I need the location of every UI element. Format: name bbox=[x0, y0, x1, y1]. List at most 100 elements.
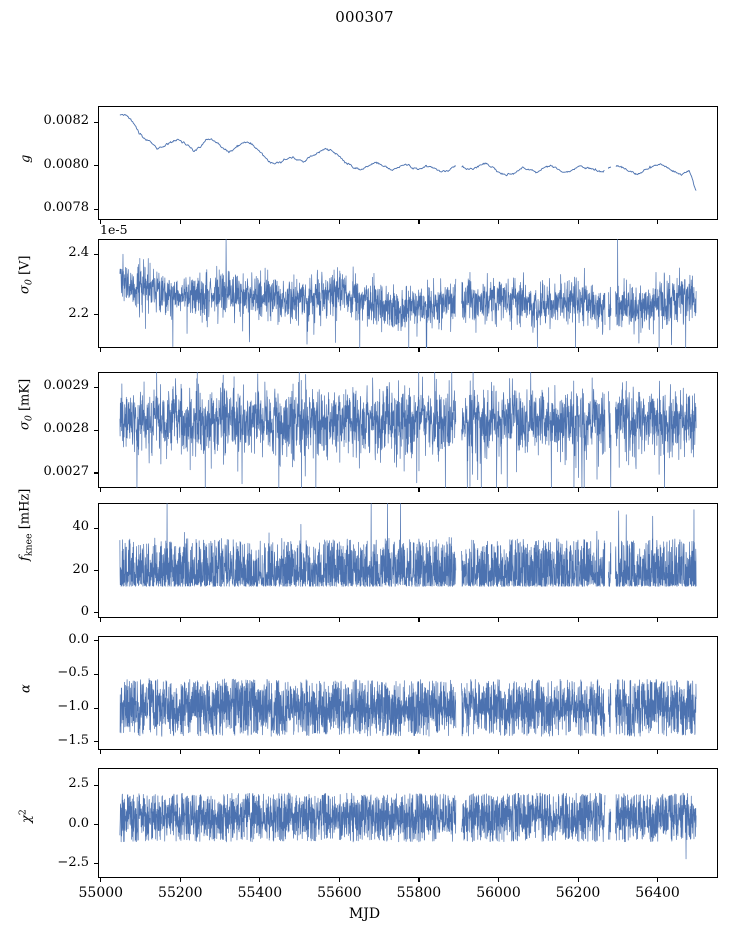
series-path bbox=[119, 114, 697, 191]
x-tick-mark bbox=[100, 750, 102, 754]
series-path bbox=[119, 503, 697, 587]
plot-panel-chi-squared bbox=[98, 768, 718, 878]
data-line-sigma0-mk bbox=[119, 372, 697, 488]
x-tick-mark bbox=[179, 878, 181, 882]
x-tick-mark bbox=[418, 618, 420, 622]
x-tick-label: 56000 bbox=[476, 885, 521, 901]
x-tick-label: 55200 bbox=[158, 885, 203, 901]
series-path bbox=[119, 372, 697, 488]
x-axis-label: MJD bbox=[348, 906, 381, 922]
plot-panel-sigma0-mk bbox=[98, 372, 718, 488]
x-tick-mark bbox=[418, 750, 420, 754]
y-tick-mark bbox=[94, 121, 98, 123]
y-tick-mark bbox=[94, 472, 98, 474]
plot-panel-f-knee bbox=[98, 503, 718, 618]
x-tick-mark bbox=[179, 348, 181, 352]
x-tick-mark bbox=[497, 348, 500, 352]
y-tick-label-chi-squared: 2.5 bbox=[68, 776, 89, 792]
y-tick-label-gain: 0.0082 bbox=[43, 113, 90, 129]
y-tick-label-f-knee: 0 bbox=[80, 603, 89, 619]
data-line-alpha bbox=[119, 678, 697, 737]
y-tick-mark bbox=[94, 863, 98, 865]
y-tick-mark bbox=[94, 673, 98, 676]
x-tick-label: 55600 bbox=[317, 885, 362, 901]
y-tick-mark bbox=[94, 208, 98, 210]
y-tick-mark bbox=[94, 784, 98, 786]
x-tick-mark bbox=[259, 220, 261, 224]
x-tick-mark bbox=[259, 348, 261, 352]
y-tick-mark bbox=[94, 253, 98, 255]
plot-panel-gain bbox=[98, 106, 718, 220]
y-tick-label-chi-squared: −2.5 bbox=[57, 854, 89, 870]
x-tick-mark bbox=[418, 220, 420, 224]
x-tick-mark bbox=[577, 488, 579, 492]
x-tick-mark bbox=[418, 348, 420, 352]
x-tick-mark bbox=[657, 348, 659, 352]
y-tick-label-alpha: −1.0 bbox=[57, 699, 89, 715]
data-line-chi-squared bbox=[119, 792, 697, 860]
panel-frame-f-knee bbox=[98, 503, 718, 618]
y-tick-mark bbox=[94, 386, 98, 388]
x-tick-label: 55400 bbox=[237, 885, 283, 901]
x-tick-mark bbox=[338, 618, 340, 622]
y-tick-label-chi-squared: 0.0 bbox=[68, 815, 89, 831]
y-tick-label-sigma0-volt: 2.2 bbox=[68, 305, 89, 321]
x-tick-mark bbox=[497, 750, 500, 754]
x-tick-mark bbox=[338, 750, 340, 754]
plot-panel-sigma0-volt bbox=[98, 239, 718, 348]
x-tick-mark bbox=[577, 878, 579, 882]
x-tick-mark bbox=[179, 488, 181, 492]
x-tick-mark bbox=[497, 618, 500, 622]
series-path bbox=[119, 792, 697, 860]
y-tick-label-sigma0-volt: 2.4 bbox=[68, 245, 89, 261]
x-tick-mark bbox=[497, 220, 500, 224]
x-tick-label: 55000 bbox=[78, 885, 124, 901]
x-tick-mark bbox=[179, 750, 181, 754]
y-axis-offset-text-sigma0-volt: 1e-5 bbox=[100, 222, 128, 237]
data-line-gain bbox=[119, 114, 697, 191]
y-tick-mark bbox=[94, 612, 98, 614]
y-tick-mark bbox=[94, 640, 98, 642]
x-tick-mark bbox=[259, 878, 261, 882]
y-tick-label-alpha: −0.5 bbox=[57, 665, 89, 681]
x-tick-mark bbox=[100, 618, 102, 622]
x-tick-mark bbox=[577, 618, 579, 622]
x-tick-mark bbox=[259, 750, 261, 754]
y-tick-label-alpha: −1.5 bbox=[57, 732, 89, 748]
y-tick-label-sigma0-mk: 0.0027 bbox=[43, 463, 90, 479]
x-tick-mark bbox=[100, 348, 102, 352]
x-tick-mark bbox=[418, 488, 420, 492]
x-tick-mark bbox=[259, 618, 261, 622]
panel-frame-gain bbox=[98, 106, 718, 220]
x-tick-label: 56200 bbox=[555, 885, 601, 901]
x-tick-mark bbox=[497, 878, 500, 882]
data-line-sigma0-volt bbox=[119, 239, 697, 348]
x-tick-mark bbox=[577, 348, 579, 352]
x-tick-mark bbox=[657, 618, 659, 622]
series-path bbox=[119, 678, 697, 737]
x-tick-mark bbox=[338, 220, 340, 224]
x-tick-mark bbox=[418, 878, 420, 882]
y-tick-mark bbox=[94, 707, 98, 709]
y-tick-mark bbox=[94, 741, 98, 743]
y-tick-label-sigma0-mk: 0.0029 bbox=[43, 378, 90, 394]
y-tick-mark bbox=[94, 314, 98, 316]
data-line-f-knee bbox=[119, 503, 697, 587]
x-tick-mark bbox=[657, 488, 659, 492]
x-tick-mark bbox=[657, 750, 659, 754]
x-tick-mark bbox=[100, 220, 102, 224]
y-tick-mark bbox=[94, 165, 98, 167]
x-tick-mark bbox=[577, 750, 579, 754]
x-tick-label: 55800 bbox=[396, 885, 442, 901]
y-tick-mark bbox=[94, 570, 98, 572]
y-tick-label-gain: 0.0080 bbox=[43, 156, 90, 172]
x-tick-mark bbox=[100, 878, 102, 882]
y-tick-label-gain: 0.0078 bbox=[43, 200, 90, 216]
x-tick-mark bbox=[577, 220, 579, 224]
x-tick-label: 56400 bbox=[635, 885, 680, 901]
x-tick-mark bbox=[338, 488, 340, 492]
y-tick-label-f-knee: 20 bbox=[72, 561, 89, 577]
y-tick-label-f-knee: 40 bbox=[72, 519, 89, 535]
figure-title: 000307 bbox=[335, 8, 394, 26]
x-tick-mark bbox=[179, 618, 181, 622]
